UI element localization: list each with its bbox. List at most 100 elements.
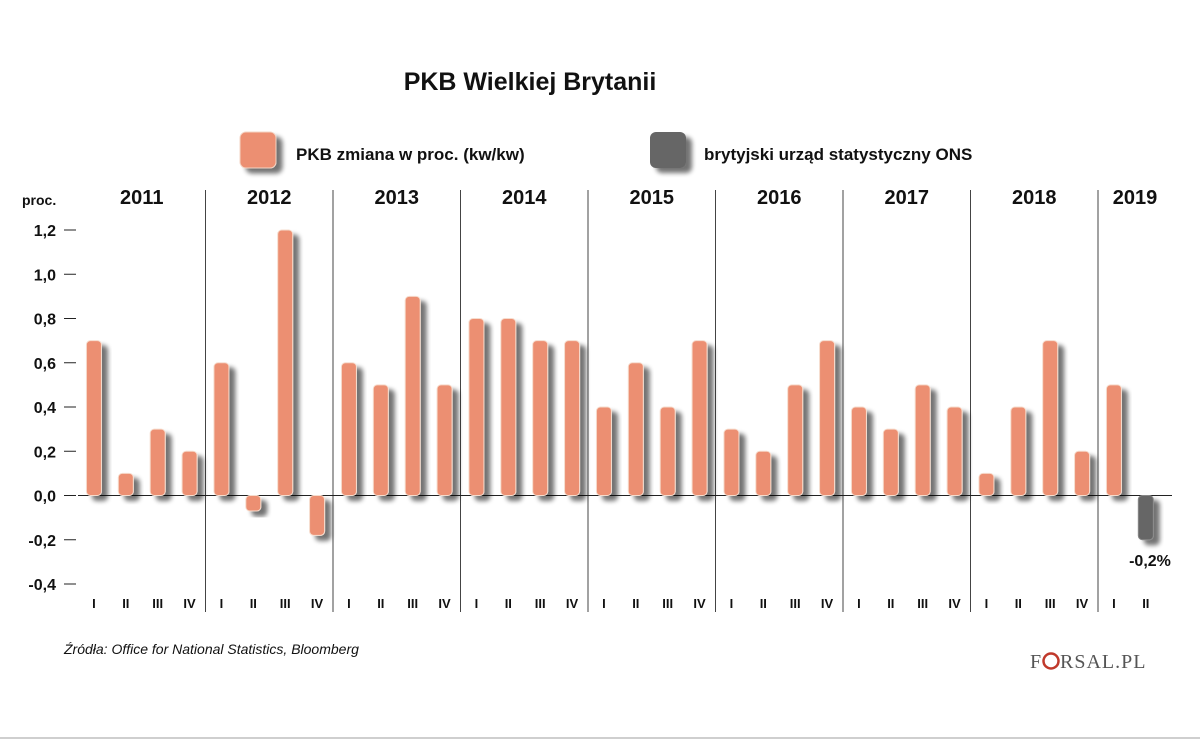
bar-ons (1137, 495, 1154, 541)
brand-o-icon (1042, 652, 1060, 670)
bar-gdp (404, 295, 421, 496)
quarter-label: II (377, 596, 384, 611)
brand-prefix: F (1030, 651, 1042, 673)
footer-rule (0, 737, 1200, 739)
bar-gdp (946, 406, 963, 496)
quarter-label: II (632, 596, 639, 611)
bar-gdp (691, 340, 708, 496)
quarter-label: II (505, 596, 512, 611)
quarter-label: II (250, 596, 257, 611)
bar-gdp (309, 495, 326, 536)
source-note: Źródła: Office for National Statistics, … (63, 641, 359, 657)
quarter-label: IV (948, 596, 961, 611)
y-tick-label: 0,2 (34, 444, 56, 461)
bar-gdp (978, 472, 995, 496)
year-label: 2012 (247, 187, 292, 209)
quarter-label: III (790, 596, 801, 611)
year-label: 2013 (375, 187, 420, 209)
annotation-ons-value: -0,2% (1129, 553, 1171, 570)
bar-gdp (117, 472, 134, 496)
bar-gdp (882, 428, 899, 496)
y-tick-label: -0,2 (28, 533, 56, 550)
quarter-labels: I II III IV I II III IV I II III IV I II III IV I II III IV… (92, 596, 1149, 611)
year-label: 2019 (1113, 187, 1158, 209)
quarter-label: II (122, 596, 129, 611)
year-label: 2011 (120, 187, 163, 209)
bar-gdp (245, 495, 262, 512)
legend-swatch-ons (650, 132, 686, 168)
bar-gdp (723, 428, 740, 496)
chart-title: PKB Wielkiej Brytanii (404, 68, 657, 96)
quarter-label: I (1112, 596, 1116, 611)
quarter-label: IV (1076, 596, 1089, 611)
bars (85, 229, 1154, 541)
quarter-label: III (280, 596, 291, 611)
year-label: 2016 (757, 187, 802, 209)
quarter-label: IV (438, 596, 451, 611)
quarter-label: I (985, 596, 989, 611)
quarter-label: IV (693, 596, 706, 611)
bar-gdp (627, 362, 644, 496)
bar-gdp (500, 318, 517, 496)
bar-gdp (787, 384, 804, 496)
quarter-label: IV (311, 596, 324, 611)
year-separators (205, 190, 1099, 612)
quarter-label: III (407, 596, 418, 611)
bar-gdp (149, 428, 166, 496)
quarter-label: II (887, 596, 894, 611)
year-label: 2015 (630, 187, 675, 209)
y-axis: 1,2 1,0 0,8 0,6 0,4 0,2 0,0 -0,2 -0,4 (28, 223, 76, 594)
year-label: 2018 (1012, 187, 1057, 209)
legend-label-gdp: PKB zmiana w proc. (kw/kw) (296, 145, 525, 164)
bar-gdp (564, 340, 581, 496)
y-axis-label: proc. (22, 192, 56, 208)
bar-gdp (595, 406, 612, 496)
bar-gdp (468, 318, 485, 496)
year-headers: 2011 2012 2013 2014 2015 2016 2017 2018 2019 (120, 187, 1157, 209)
quarter-label: III (1045, 596, 1056, 611)
y-tick-label: 1,2 (34, 223, 56, 240)
bar-gdp (372, 384, 389, 496)
year-label: 2014 (502, 187, 547, 209)
quarter-label: I (220, 596, 224, 611)
quarter-label: I (730, 596, 734, 611)
quarter-label: IV (183, 596, 196, 611)
bar-gdp (85, 340, 102, 496)
year-label: 2017 (885, 187, 930, 209)
brand-suffix: RSAL.PL (1060, 651, 1146, 673)
bar-gdp (1074, 450, 1091, 496)
quarter-label: III (535, 596, 546, 611)
quarter-label: III (917, 596, 928, 611)
bar-gdp (755, 450, 772, 496)
bar-gdp (532, 340, 549, 496)
bar-gdp (914, 384, 931, 496)
bar-gdp (436, 384, 453, 496)
legend-swatch-gdp (239, 131, 277, 169)
y-tick-label: 0,6 (34, 356, 56, 373)
quarter-label: I (602, 596, 606, 611)
quarter-label: IV (821, 596, 834, 611)
quarter-label: II (760, 596, 767, 611)
bar-gdp (819, 340, 836, 496)
y-tick-label: 0,0 (34, 489, 56, 506)
bar-gdp (213, 362, 230, 496)
quarter-label: I (92, 596, 96, 611)
y-tick-label: 0,8 (34, 312, 56, 329)
y-tick-label: -0,4 (28, 577, 56, 594)
bar-gdp (181, 450, 198, 496)
quarter-label: II (1015, 596, 1022, 611)
quarter-label: II (1142, 596, 1149, 611)
bar-gdp (1010, 406, 1027, 496)
quarter-label: I (347, 596, 351, 611)
bar-gdp (659, 406, 676, 496)
y-tick-label: 1,0 (34, 267, 56, 284)
quarter-label: IV (566, 596, 579, 611)
brand-logo: F RSAL.PL (1030, 651, 1146, 673)
bar-gdp (277, 229, 294, 496)
quarter-label: III (662, 596, 673, 611)
legend-label-ons: brytyjski urząd statystyczny ONS (704, 145, 972, 164)
quarter-label: I (857, 596, 861, 611)
bar-gdp (850, 406, 867, 496)
quarter-label: I (475, 596, 479, 611)
